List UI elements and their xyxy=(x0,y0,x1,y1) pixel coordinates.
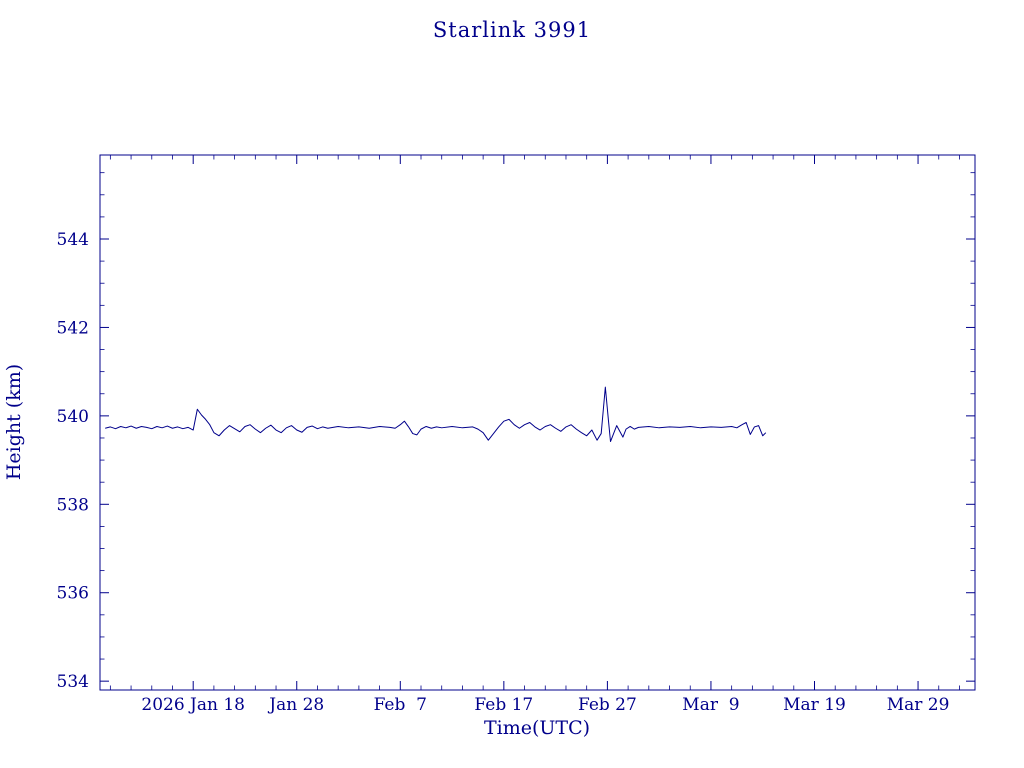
y-tick-label: 544 xyxy=(57,230,89,250)
y-tick-label: 540 xyxy=(57,407,89,427)
x-tick-label: Mar 19 xyxy=(783,695,846,715)
x-tick-label: Mar 29 xyxy=(887,695,950,715)
y-tick-label: 538 xyxy=(57,495,89,515)
plot-ticks xyxy=(100,155,975,690)
y-tick-label: 542 xyxy=(57,318,89,338)
x-tick-label: 2026 Jan 18 xyxy=(141,695,245,715)
x-tick-label: Feb 27 xyxy=(578,695,637,715)
series-line-height_km xyxy=(105,386,767,443)
y-axis-label: Height (km) xyxy=(3,364,25,480)
chart-title: Starlink 3991 xyxy=(433,18,591,42)
data-series xyxy=(105,386,767,443)
x-tick-label: Feb 17 xyxy=(474,695,533,715)
x-tick-label: Mar 9 xyxy=(682,695,739,715)
x-axis-label: Time(UTC) xyxy=(484,717,590,739)
x-tick-label: Jan 28 xyxy=(267,695,324,715)
y-tick-label: 536 xyxy=(57,584,89,604)
tick-labels: 534 536 538 540 542 544 2026 Jan 18 Jan 28 Feb 7… xyxy=(57,230,950,715)
plot-border xyxy=(99,154,976,691)
x-tick-label: Feb 7 xyxy=(374,695,427,715)
y-tick-label: 534 xyxy=(57,672,89,692)
plot-frame xyxy=(99,154,976,691)
